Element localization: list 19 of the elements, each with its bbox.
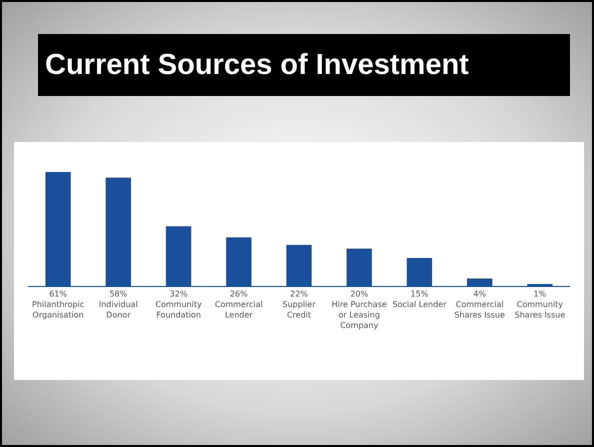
data-label: 61% [49,290,68,299]
chart-title: Current Sources of Investment [38,34,570,96]
x-tick-label: Philanthropic Organisation [32,300,84,320]
data-label: 26% [230,290,248,299]
data-label: 15% [410,290,429,299]
data-label: 20% [350,290,369,299]
data-label: 22% [290,290,308,299]
x-tick-label: Community Shares Issue [514,300,566,320]
x-tick-label: Hire Purchase or Leasing Company [332,300,387,330]
data-label: 1% [534,290,547,299]
x-tick-label: Commercial Shares Issue [454,300,505,320]
x-tick-label: Community Foundation [155,300,202,320]
x-tick-label: Social Lender [392,300,448,309]
data-label: 32% [170,290,188,299]
x-tick-label: Commercial Lender [214,300,263,320]
data-label: 58% [109,290,128,299]
x-tick-label: Individual Donor [98,300,138,320]
data-label: 4% [473,290,486,299]
x-tick-label: Supplier Credit [282,300,316,320]
